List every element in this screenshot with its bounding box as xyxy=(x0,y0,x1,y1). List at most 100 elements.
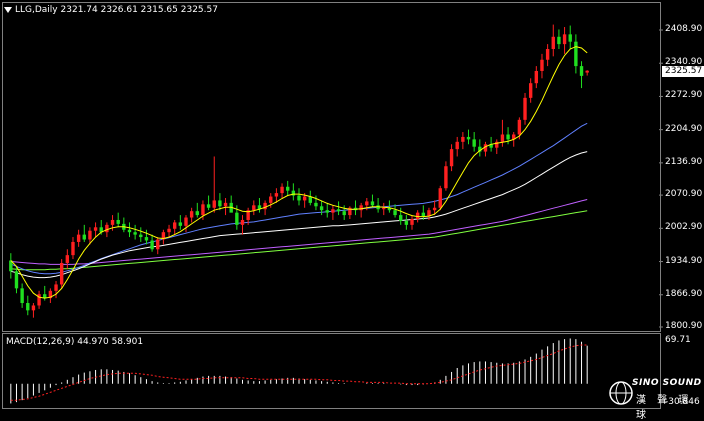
price-tick-label: 2408.90 xyxy=(665,24,703,34)
candle-body xyxy=(269,196,273,203)
candle-body xyxy=(110,219,115,225)
sino-sound-logo: SINO SOUND 漢 聲 環 球 xyxy=(606,376,704,421)
candle-body xyxy=(568,34,572,42)
candle-body xyxy=(127,229,132,233)
price-tick-label: 2002.90 xyxy=(665,222,703,233)
candle-body xyxy=(48,290,53,299)
candle-body xyxy=(20,288,24,304)
candle-body xyxy=(444,166,448,189)
globe-icon xyxy=(609,381,633,405)
macd-axis-bottom: -30.846 xyxy=(665,397,700,407)
logo-chinese-text: 漢 聲 環 球 xyxy=(636,395,693,421)
candle-body xyxy=(523,97,527,120)
candle-body xyxy=(348,207,352,216)
candle-body xyxy=(59,262,64,285)
candle-body xyxy=(218,200,222,207)
candle-body xyxy=(235,212,239,225)
chart-title: LLG,Daily 2321.74 2326.61 2315.65 2325.5… xyxy=(4,5,218,15)
price-tick-label: 2136.90 xyxy=(665,156,703,167)
candle-body xyxy=(342,211,346,216)
candle-body xyxy=(432,207,437,211)
candle-body xyxy=(472,139,476,147)
candle-body xyxy=(540,59,544,71)
candle-body xyxy=(438,188,442,208)
candle-body xyxy=(427,210,431,217)
price-tick-label: 2070.90 xyxy=(665,189,703,200)
candle-body xyxy=(393,210,397,216)
candle-body xyxy=(455,141,459,150)
candle-body xyxy=(574,41,578,67)
price-tick-label: 2204.90 xyxy=(665,123,703,134)
ma-short-line xyxy=(10,46,588,299)
candle-body xyxy=(325,210,329,213)
candle-body xyxy=(71,241,75,256)
candle-body xyxy=(156,239,160,250)
macd-axis-top: 69.71 xyxy=(665,335,691,345)
candle-body xyxy=(399,215,403,221)
candle-body xyxy=(37,294,41,306)
candle-body xyxy=(319,206,324,211)
price-chart-panel[interactable] xyxy=(2,2,661,332)
candle-body xyxy=(365,201,369,206)
candle-body xyxy=(585,70,589,73)
candle-body xyxy=(297,195,301,201)
candle-body xyxy=(557,36,561,45)
macd-indicator-panel[interactable] xyxy=(2,333,661,409)
ohlc-values: 2321.74 2326.61 2315.65 2325.57 xyxy=(60,5,218,15)
candle-body xyxy=(274,193,279,197)
candle-body xyxy=(410,218,414,225)
candle-body xyxy=(404,220,409,225)
candle-body xyxy=(512,134,516,140)
candle-body xyxy=(545,49,550,60)
candle-body xyxy=(9,260,13,272)
dropdown-triangle-icon[interactable] xyxy=(4,6,12,13)
candle-body xyxy=(562,34,567,45)
current-price-tag: 2325.57 xyxy=(662,65,704,77)
candle-body xyxy=(551,36,555,50)
candle-body xyxy=(489,144,493,148)
candle-body xyxy=(415,212,420,219)
price-tick-label: 1866.90 xyxy=(665,288,703,299)
candle-body xyxy=(31,305,36,311)
candle-body xyxy=(178,222,183,226)
candle-body xyxy=(212,200,216,208)
candle-body xyxy=(161,232,166,240)
candle-body xyxy=(263,202,267,210)
price-tick-label: 2272.90 xyxy=(665,90,703,101)
candle-body xyxy=(105,224,109,233)
candle-body xyxy=(195,211,199,216)
candle-body xyxy=(291,190,296,196)
candle-body xyxy=(150,240,154,250)
candle-body xyxy=(331,209,335,213)
candle-body xyxy=(461,136,465,142)
candle-body xyxy=(223,202,228,207)
candle-body xyxy=(286,186,290,191)
candle-body xyxy=(500,134,505,142)
symbol-label: LLG,Daily xyxy=(15,5,58,15)
price-tick-label: 1934.90 xyxy=(665,255,703,266)
candle-body xyxy=(201,204,205,216)
candle-body xyxy=(167,228,171,233)
candle-body xyxy=(88,230,92,240)
candle-body xyxy=(206,204,211,208)
candle-body xyxy=(82,234,86,240)
price-tick-label: 2340.90 xyxy=(665,57,703,68)
candle-body xyxy=(387,207,392,211)
macd-signal-line xyxy=(10,344,588,401)
ma-long3-line xyxy=(10,210,588,271)
candle-body xyxy=(43,294,47,299)
candle-body xyxy=(478,146,482,152)
candle-body xyxy=(359,205,363,211)
ma-mid-line xyxy=(10,151,588,279)
candle-body xyxy=(280,186,284,194)
candle-body xyxy=(252,205,256,211)
candle-body xyxy=(370,201,375,206)
candle-body xyxy=(528,83,533,98)
candle-body xyxy=(14,271,19,289)
candle-body xyxy=(99,227,103,233)
candle-body xyxy=(483,144,488,152)
candle-body xyxy=(144,237,149,241)
candle-body xyxy=(26,303,30,311)
macd-label: MACD(12,26,9) 44.970 58.901 xyxy=(6,337,144,347)
